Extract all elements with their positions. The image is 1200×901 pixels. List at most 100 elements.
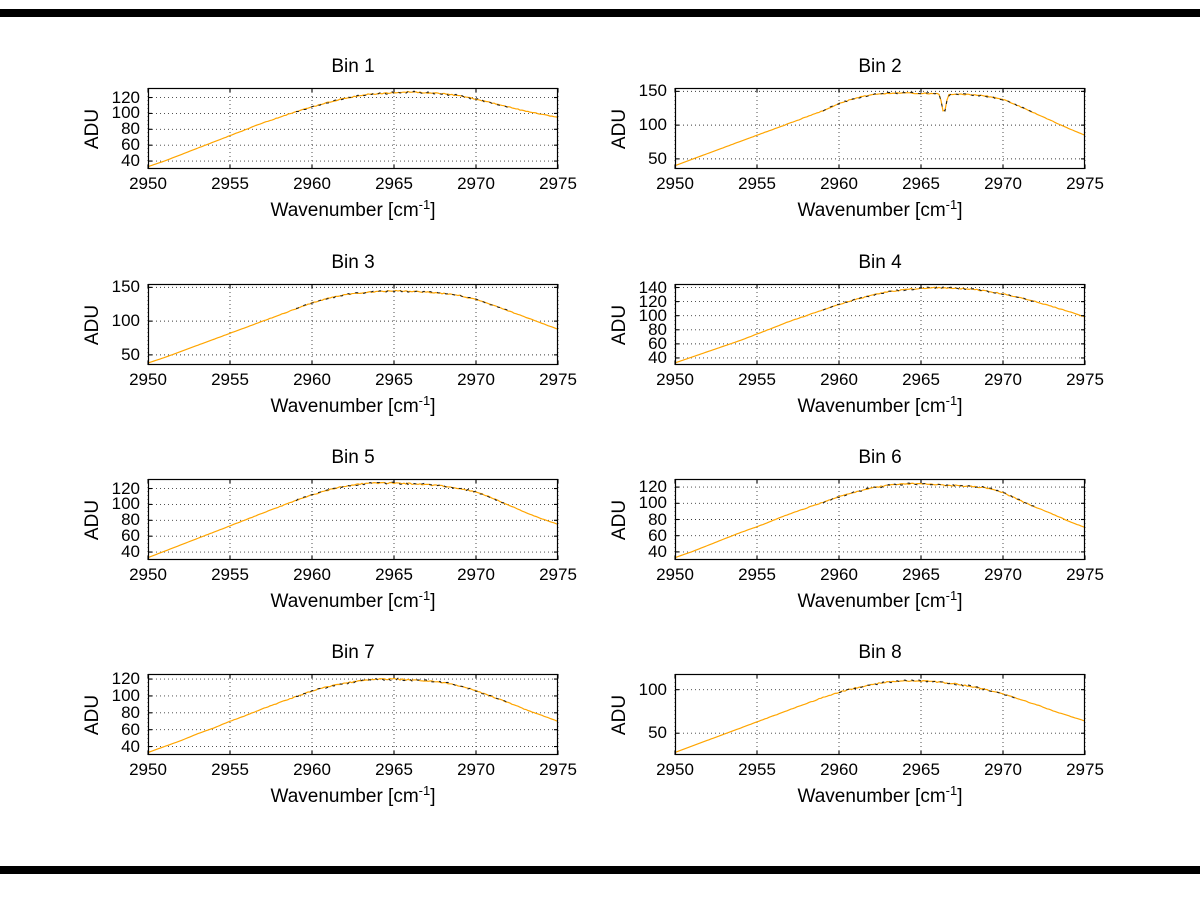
x-axis-label-prefix: Wavenumber [cm	[270, 591, 419, 612]
x-tick-label: 2970	[457, 174, 495, 193]
x-axis-label-superscript: -1	[945, 393, 958, 408]
x-axis-label-superscript: -1	[418, 197, 431, 212]
x-axis-label-suffix: ]	[430, 591, 436, 612]
x-tick-label: 2975	[539, 760, 577, 779]
x-tick-label: 2955	[211, 370, 249, 389]
y-tick-label: 60	[648, 333, 667, 353]
x-axis-label: Wavenumber [cm-1]	[148, 393, 558, 418]
plot-area-bin-7	[147, 673, 559, 756]
x-tick-label: 2965	[902, 174, 940, 193]
x-tick-label: 2965	[375, 370, 413, 389]
x-tick-label: 2975	[1066, 565, 1104, 584]
y-tick-label: 80	[121, 702, 140, 722]
x-tick-label: 2955	[738, 760, 776, 779]
x-tick-label: 2960	[820, 370, 858, 389]
x-axis-label: Wavenumber [cm-1]	[148, 783, 558, 808]
x-axis-label-superscript: -1	[418, 783, 431, 798]
x-tick-label: 2960	[293, 174, 331, 193]
x-tick-label: 2955	[211, 174, 249, 193]
x-tick-label: 2975	[539, 565, 577, 584]
x-tick-label: 2960	[293, 760, 331, 779]
x-axis-label-prefix: Wavenumber [cm	[270, 786, 419, 807]
y-tick-label: 120	[638, 477, 667, 497]
y-tick-label: 100	[638, 493, 667, 513]
x-tick-label: 2950	[129, 565, 167, 584]
y-tick-label: 80	[121, 119, 140, 139]
y-tick-label: 120	[638, 291, 667, 311]
x-tick-label: 2970	[457, 370, 495, 389]
x-tick-label: 2960	[820, 760, 858, 779]
x-axis-label-suffix: ]	[430, 786, 436, 807]
y-tick-label: 60	[121, 719, 140, 739]
y-tick-label: 40	[121, 542, 140, 562]
plot-area-bin-6	[674, 478, 1086, 561]
x-axis-label-superscript: -1	[945, 197, 958, 212]
y-tick-label: 50	[648, 148, 667, 168]
x-tick-label: 2975	[1066, 760, 1104, 779]
plot-area-bin-2	[674, 87, 1086, 170]
x-axis-label-suffix: ]	[957, 591, 963, 612]
x-tick-label: 2960	[820, 565, 858, 584]
y-tick-label: 100	[111, 311, 140, 331]
y-tick-label: 120	[111, 87, 140, 107]
plot-area-bin-4	[674, 283, 1086, 366]
x-tick-label: 2965	[902, 370, 940, 389]
x-axis-label-prefix: Wavenumber [cm	[270, 396, 419, 417]
x-tick-label: 2965	[902, 760, 940, 779]
x-axis-label: Wavenumber [cm-1]	[675, 393, 1085, 418]
y-tick-label: 40	[121, 736, 140, 756]
top-border-bar	[0, 9, 1200, 17]
y-tick-label: 100	[638, 679, 667, 699]
x-axis-label-superscript: -1	[418, 588, 431, 603]
x-axis-label-suffix: ]	[957, 200, 963, 221]
x-tick-label: 2965	[902, 565, 940, 584]
x-axis-label-prefix: Wavenumber [cm	[797, 786, 946, 807]
x-tick-label: 2960	[293, 565, 331, 584]
y-tick-label: 80	[648, 509, 667, 529]
x-tick-label: 2955	[211, 565, 249, 584]
x-axis-label-suffix: ]	[957, 396, 963, 417]
y-tick-label: 40	[648, 347, 667, 367]
plot-area-bin-3	[147, 283, 559, 366]
x-tick-label: 2970	[457, 760, 495, 779]
x-tick-label: 2955	[211, 760, 249, 779]
x-tick-label: 2975	[539, 370, 577, 389]
x-tick-label: 2965	[375, 760, 413, 779]
plot-title: Bin 4	[858, 252, 902, 273]
x-tick-label: 2950	[129, 760, 167, 779]
plot-area-bin-8	[674, 673, 1086, 756]
y-tick-label: 100	[111, 103, 140, 123]
x-tick-label: 2950	[656, 565, 694, 584]
y-tick-label: 80	[648, 319, 667, 339]
y-tick-label: 60	[121, 135, 140, 155]
x-axis-label-suffix: ]	[957, 786, 963, 807]
x-tick-label: 2970	[984, 760, 1022, 779]
x-tick-label: 2950	[129, 174, 167, 193]
plot-area-bin-1	[147, 87, 559, 170]
x-tick-label: 2955	[738, 370, 776, 389]
x-tick-label: 2965	[375, 174, 413, 193]
x-tick-label: 2960	[293, 370, 331, 389]
x-axis-label-prefix: Wavenumber [cm	[270, 200, 419, 221]
y-tick-label: 120	[111, 478, 140, 498]
y-tick-label: 120	[111, 669, 140, 689]
y-tick-label: 100	[111, 494, 140, 514]
y-tick-label: 50	[121, 344, 140, 364]
x-axis-label-superscript: -1	[418, 393, 431, 408]
y-tick-label: 150	[638, 81, 667, 101]
y-tick-label: 50	[648, 723, 667, 743]
x-axis-label-suffix: ]	[430, 200, 436, 221]
x-tick-label: 2950	[656, 760, 694, 779]
y-tick-label: 150	[111, 277, 140, 297]
y-tick-label: 40	[121, 151, 140, 171]
plot-title: Bin 8	[858, 642, 902, 663]
plot-title: Bin 3	[331, 252, 375, 273]
y-tick-label: 100	[638, 115, 667, 135]
y-tick-label: 60	[648, 525, 667, 545]
y-tick-label: 40	[648, 541, 667, 561]
x-tick-label: 2975	[539, 174, 577, 193]
x-tick-label: 2955	[738, 565, 776, 584]
x-tick-label: 2950	[656, 174, 694, 193]
x-axis-label-prefix: Wavenumber [cm	[797, 200, 946, 221]
